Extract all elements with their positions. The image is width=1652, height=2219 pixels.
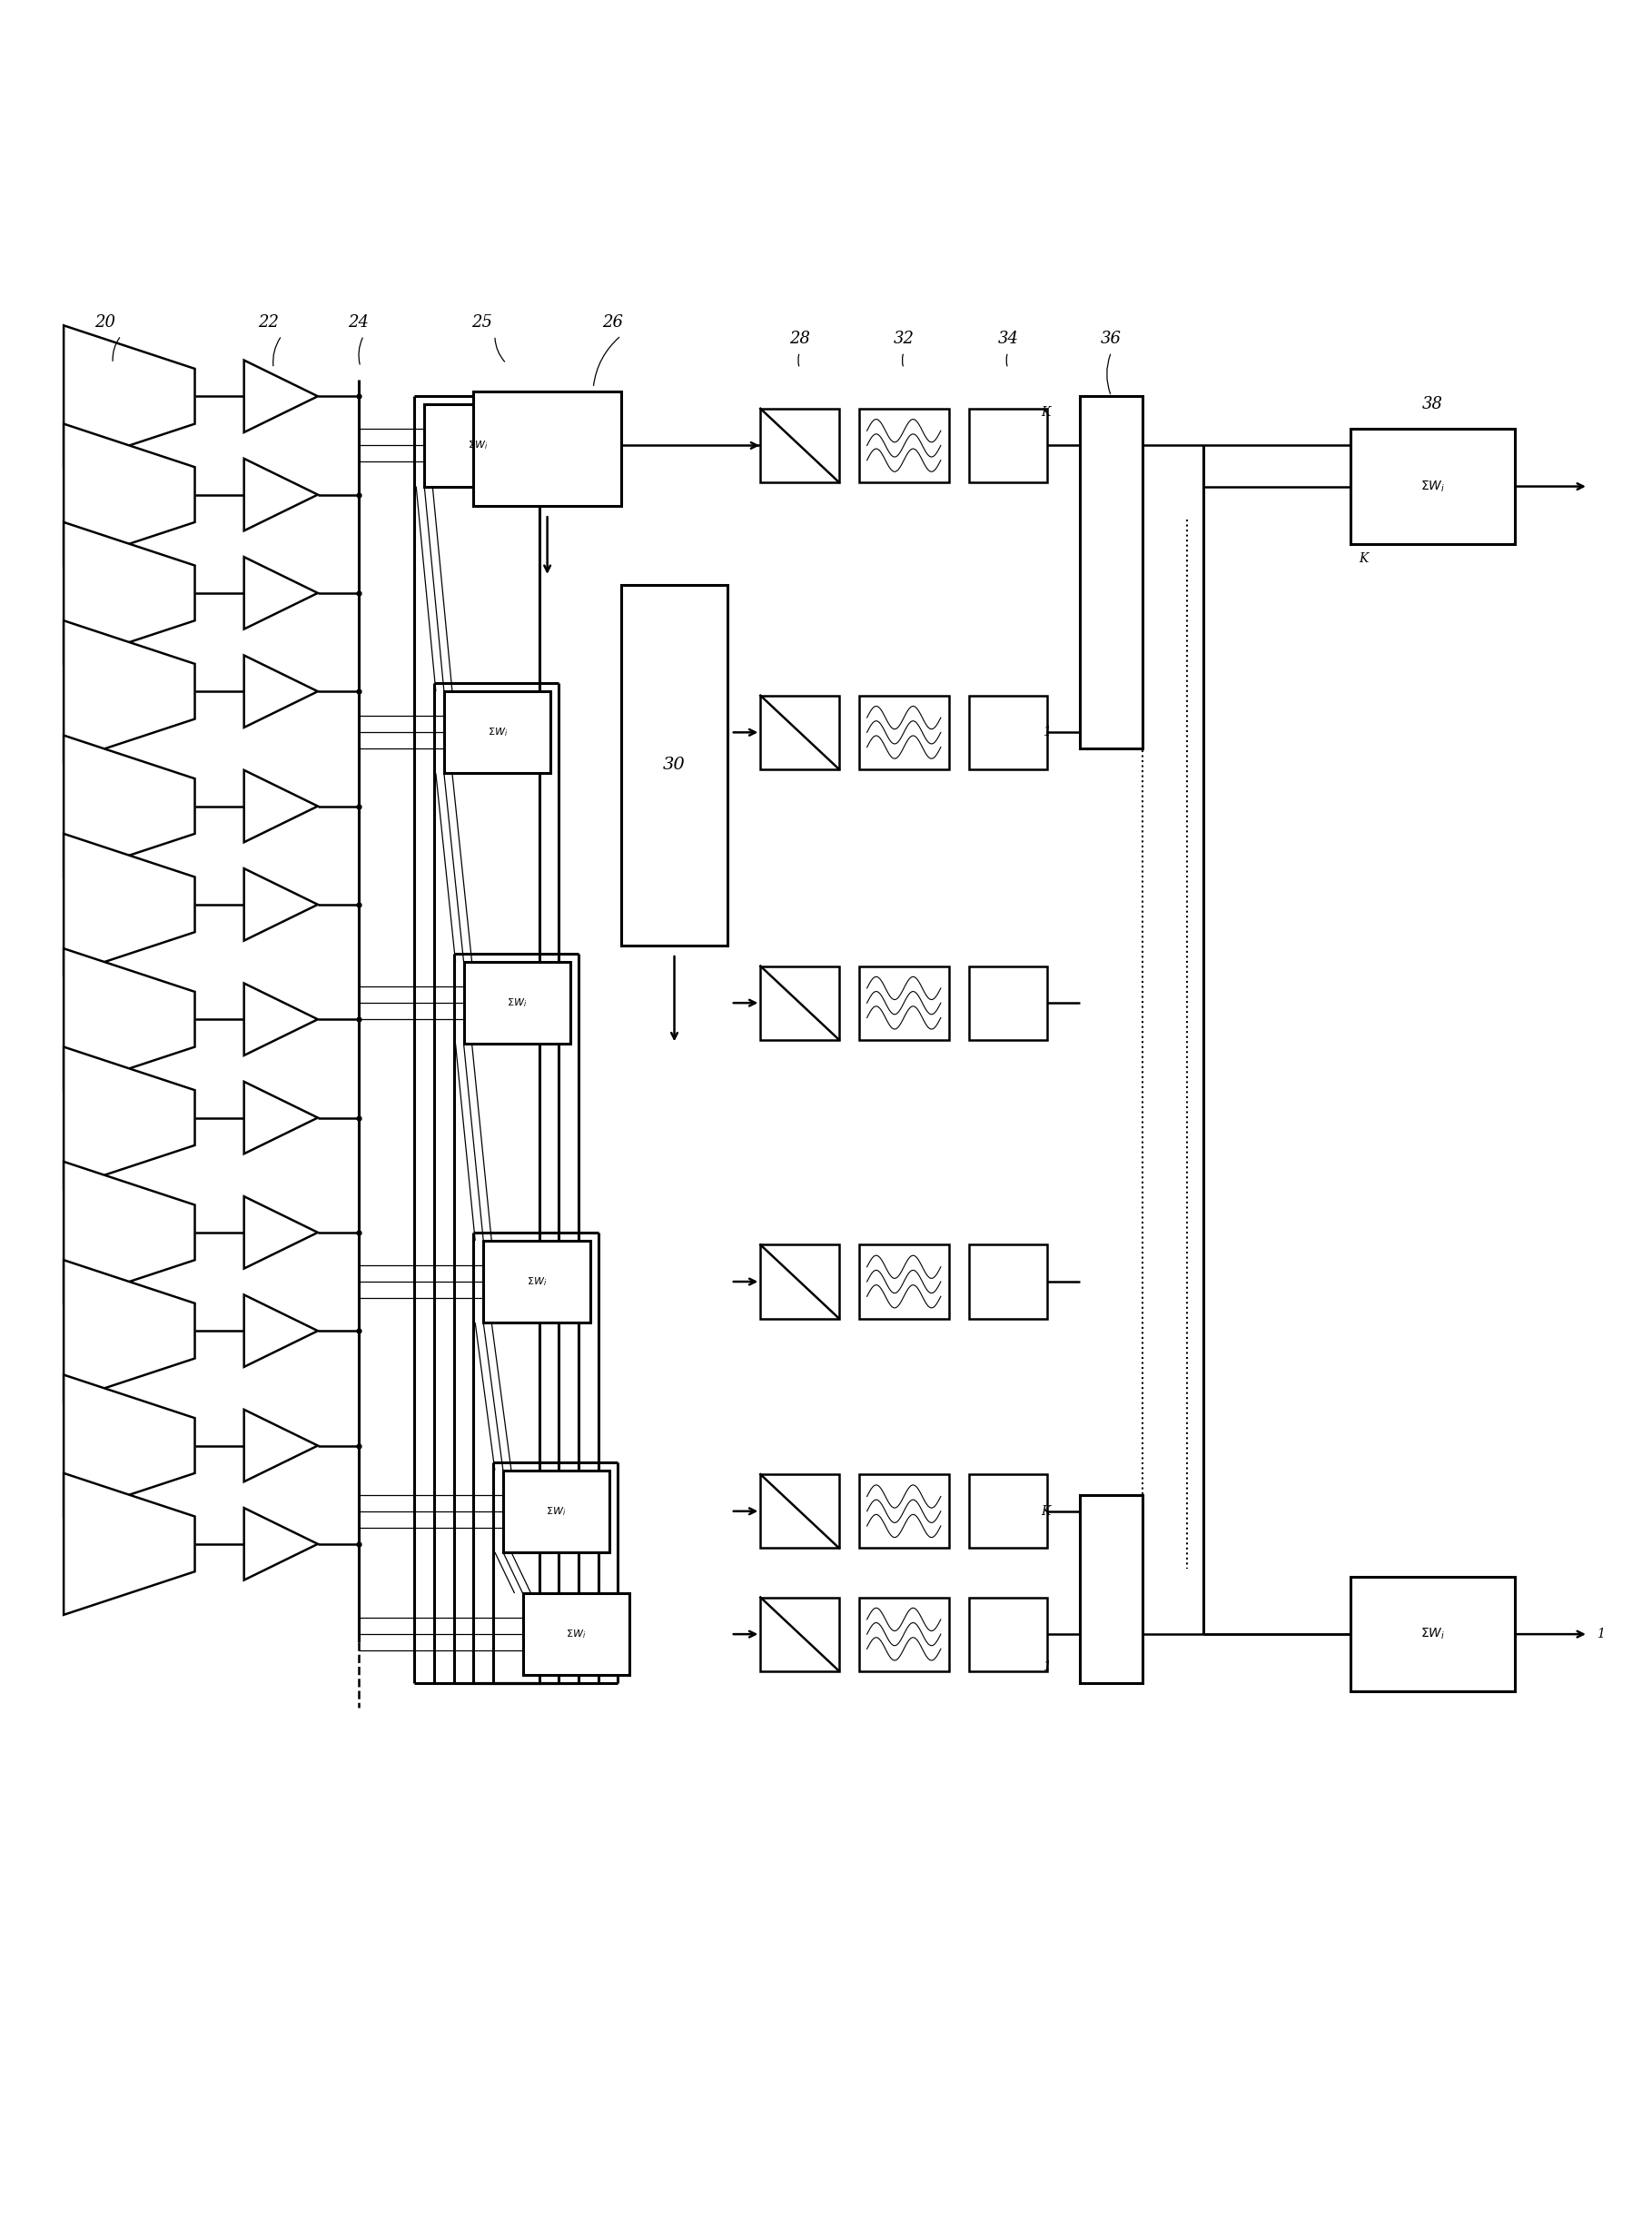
Polygon shape [64, 1047, 195, 1189]
Polygon shape [244, 1294, 317, 1367]
Text: 34: 34 [998, 331, 1018, 346]
Text: 22: 22 [258, 315, 279, 331]
Bar [474, 391, 621, 506]
Polygon shape [64, 621, 195, 763]
Bar [859, 965, 948, 1041]
Text: 28: 28 [790, 331, 809, 346]
Polygon shape [244, 655, 317, 728]
Text: 25: 25 [471, 315, 492, 331]
Bar [760, 965, 839, 1041]
Text: K: K [1041, 406, 1051, 419]
Text: $\Sigma W_i$: $\Sigma W_i$ [1421, 1627, 1446, 1642]
Text: 32: 32 [894, 331, 914, 346]
Polygon shape [244, 770, 317, 843]
Polygon shape [244, 983, 317, 1056]
Bar [621, 586, 727, 945]
Text: 1: 1 [1042, 1660, 1051, 1673]
Bar [968, 965, 1047, 1041]
Text: 1: 1 [1596, 1629, 1604, 1640]
Bar [760, 1598, 839, 1671]
Polygon shape [244, 1409, 317, 1482]
Text: $\Sigma W_i$: $\Sigma W_i$ [547, 1504, 567, 1518]
Bar [968, 1598, 1047, 1671]
Bar [859, 695, 948, 770]
Text: K: K [1360, 553, 1368, 566]
Polygon shape [244, 1509, 317, 1580]
Bar [464, 961, 570, 1043]
Text: 36: 36 [1100, 331, 1122, 346]
Bar [968, 1473, 1047, 1549]
Polygon shape [244, 557, 317, 630]
Text: 38: 38 [1422, 397, 1442, 413]
Text: 1: 1 [1042, 726, 1051, 739]
Bar [760, 1245, 839, 1318]
Bar [859, 408, 948, 482]
Bar [1080, 1496, 1143, 1684]
Bar [444, 692, 550, 774]
Bar [1080, 397, 1143, 748]
Text: 30: 30 [662, 757, 686, 774]
Polygon shape [64, 326, 195, 468]
Polygon shape [64, 1376, 195, 1516]
Bar [504, 1471, 610, 1553]
Bar [968, 1245, 1047, 1318]
Polygon shape [64, 948, 195, 1090]
Bar [425, 404, 530, 486]
Polygon shape [244, 359, 317, 433]
Text: $\Sigma W_i$: $\Sigma W_i$ [567, 1629, 586, 1640]
Bar [859, 1473, 948, 1549]
Text: $\Sigma W_i$: $\Sigma W_i$ [527, 1276, 547, 1287]
Polygon shape [244, 1196, 317, 1269]
Polygon shape [244, 1081, 317, 1154]
Text: $\Sigma W_i$: $\Sigma W_i$ [1421, 479, 1446, 495]
Text: 26: 26 [603, 315, 623, 331]
Bar [859, 1245, 948, 1318]
Polygon shape [64, 424, 195, 566]
Text: $\Sigma W_i$: $\Sigma W_i$ [487, 726, 507, 739]
Text: $\Sigma W_i$: $\Sigma W_i$ [507, 996, 527, 1010]
Bar [760, 695, 839, 770]
Bar [968, 695, 1047, 770]
Bar [760, 408, 839, 482]
Polygon shape [64, 1473, 195, 1615]
Polygon shape [64, 734, 195, 877]
Text: 24: 24 [349, 315, 368, 331]
Bar [1351, 428, 1515, 544]
Polygon shape [244, 459, 317, 530]
Bar [1351, 1578, 1515, 1691]
Polygon shape [64, 521, 195, 663]
Text: 20: 20 [94, 315, 116, 331]
Polygon shape [64, 1260, 195, 1402]
Bar [859, 1598, 948, 1671]
Text: $\Sigma W_i$: $\Sigma W_i$ [468, 439, 487, 453]
Bar [968, 408, 1047, 482]
Bar [484, 1240, 590, 1323]
Polygon shape [64, 1161, 195, 1303]
Polygon shape [64, 834, 195, 976]
Polygon shape [244, 868, 317, 941]
Bar [760, 1473, 839, 1549]
Text: K: K [1041, 1504, 1051, 1518]
Bar [522, 1593, 629, 1675]
